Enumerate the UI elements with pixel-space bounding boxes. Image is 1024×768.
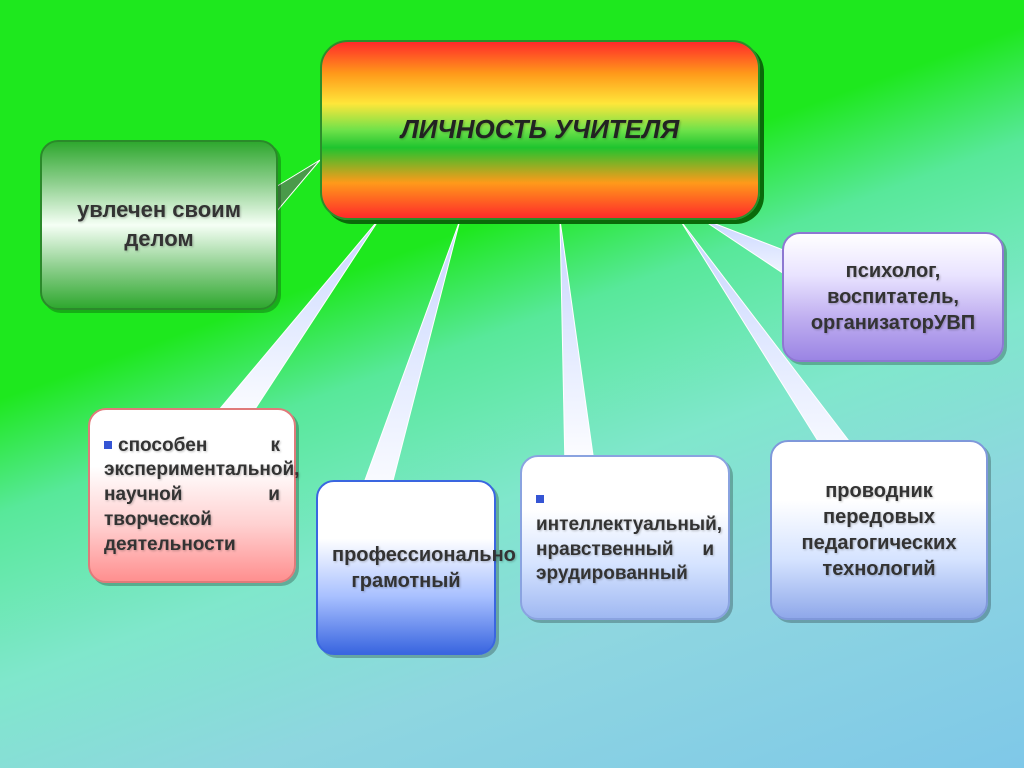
callout-text: интеллектуальный, нравственный и эрудиро… [536,514,722,584]
callout-experimental: способен к экспериментальной, научной и … [88,408,296,583]
callout-text: профессионально грамотный [332,544,516,592]
callout-intellectual: интеллектуальный, нравственный и эрудиро… [520,455,730,620]
callout-text: увлечен своим делом [77,197,241,251]
callout-text: проводник передовых педагогических техно… [802,480,957,580]
callout-professional: профессионально грамотный [316,480,496,655]
callout-text: психолог, воспитатель, организаторУВП [811,260,975,334]
callout-technologies: проводник передовых педагогических техно… [770,440,988,620]
bullet-icon [536,495,544,503]
callout-psychologist: психолог, воспитатель, организаторУВП [782,232,1004,362]
connector-tail [356,220,460,514]
central-node: ЛИЧНОСТЬ УЧИТЕЛЯ [320,40,760,220]
callout-passion: увлечен своим делом [40,140,278,310]
central-title: ЛИЧНОСТЬ УЧИТЕЛЯ [401,113,679,147]
connector-tail [560,220,595,471]
callout-text: способен к экспериментальной, научной и … [104,435,299,555]
diagram-stage: ЛИЧНОСТЬ УЧИТЕЛЯ увлечен своим делом псих… [0,0,1024,768]
bullet-icon [104,441,112,449]
